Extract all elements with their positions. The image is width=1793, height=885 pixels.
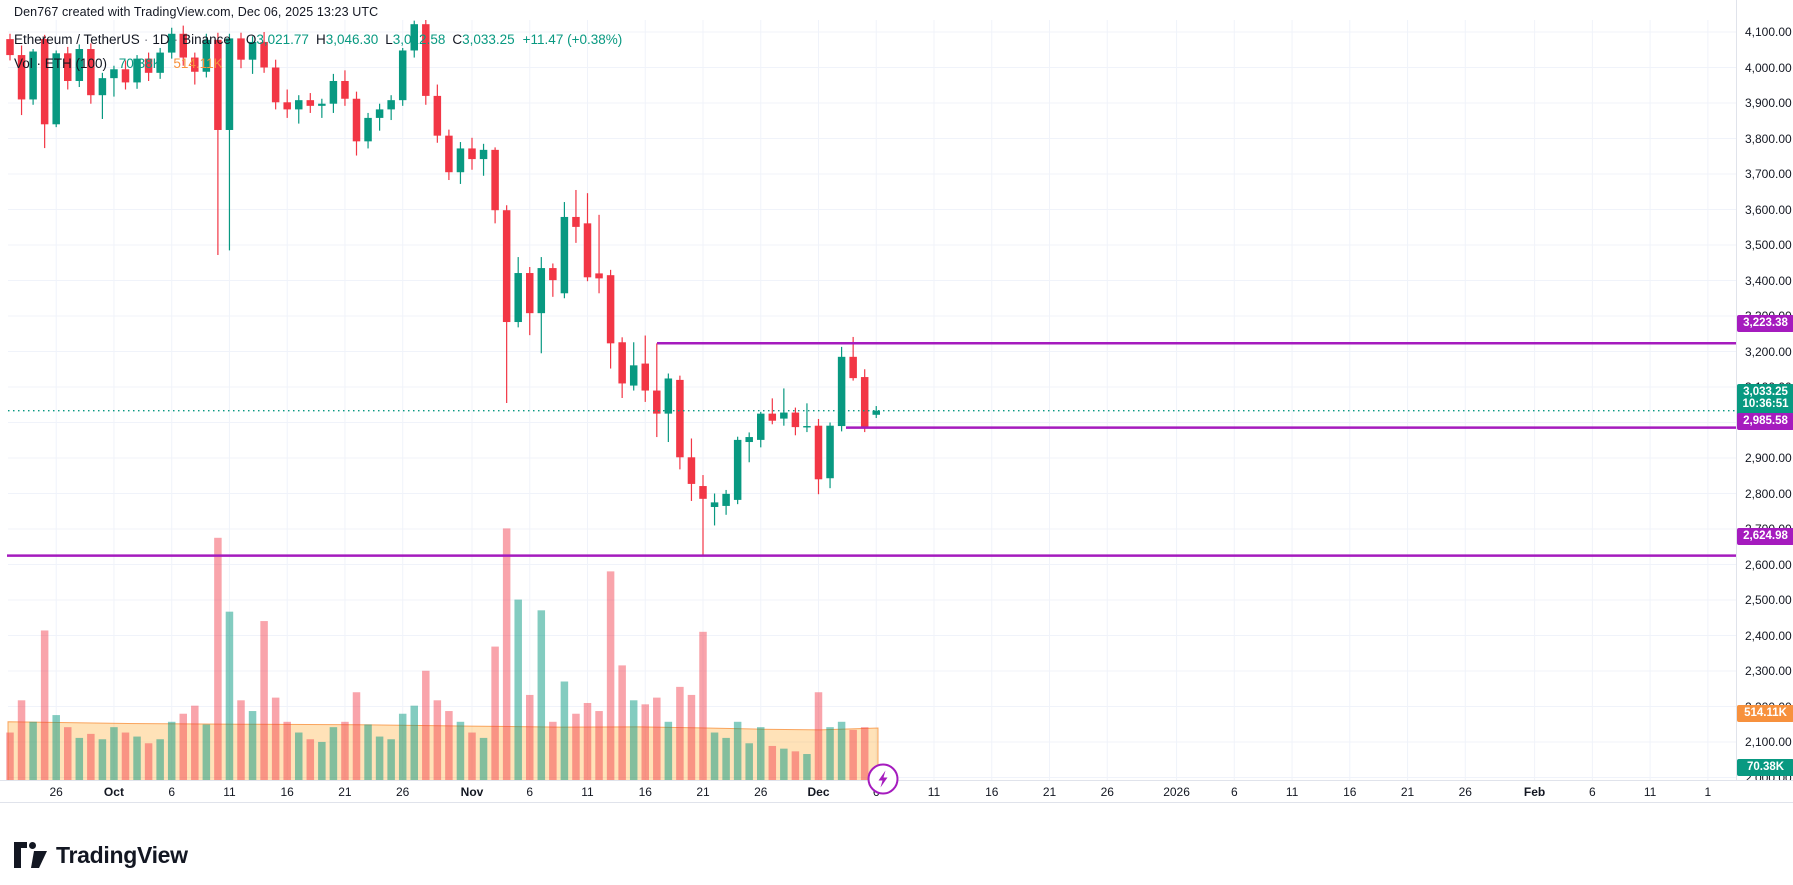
time-tick-label: Oct [103, 785, 124, 799]
high-value: 3,046.30 [325, 32, 379, 47]
change-value: +11.47 (+0.38%) [522, 32, 623, 47]
close-label: C [452, 32, 463, 47]
time-tick-label: 16 [985, 785, 999, 799]
time-tick-label: 11 [1643, 785, 1657, 799]
instant-trading-button[interactable] [866, 762, 900, 796]
time-tick-label: 2026 [1163, 785, 1190, 799]
time-tick-label: 6 [168, 785, 176, 799]
time-tick-label: 16 [280, 785, 294, 799]
exchange-label[interactable]: Binance [182, 32, 231, 47]
high-label: H [315, 32, 326, 47]
price-tick-label: 3,500.00 [1745, 238, 1792, 252]
time-tick-label: 11 [927, 785, 941, 799]
lightning-bolt-icon [878, 770, 888, 788]
low-value: 3,012.58 [392, 32, 446, 47]
time-tick-label: 26 [49, 785, 63, 799]
legend-separator: · [173, 32, 179, 47]
symbol-legend-row: Ethereum / TetherUS · 1D · Binance O3,021.77 H… [14, 28, 622, 52]
time-tick-label: 21 [1400, 785, 1415, 799]
open-label: O [245, 32, 257, 47]
close-value: 3,033.25 [462, 32, 515, 47]
tradingview-logo[interactable]: TradingView [14, 840, 188, 870]
time-tick-label: 1 [1704, 785, 1712, 799]
time-tick-label: 26 [1100, 785, 1114, 799]
time-tick-label: Dec [807, 785, 830, 799]
price-tick-label: 3,400.00 [1745, 273, 1792, 288]
time-tick-label: 16 [1343, 785, 1357, 799]
time-tick-label: Nov [460, 785, 484, 799]
watermark-text: Den767 created with TradingView.com, Dec… [14, 5, 379, 19]
price-axis-badge: 514.11K [1737, 704, 1793, 722]
price-tick-label: 3,800.00 [1745, 131, 1792, 146]
price-tick-label: 2,900.00 [1745, 451, 1792, 465]
volume-current-value: 70.38K [118, 56, 162, 71]
tradingview-logo-icon [14, 842, 47, 868]
time-tick-label: 6 [526, 785, 534, 799]
price-tick-label: 2,500.00 [1745, 593, 1792, 607]
time-tick-label: 6 [1589, 785, 1596, 799]
time-axis[interactable]: 26Oct611162126Nov611162126Dec61116212620… [0, 780, 1793, 803]
price-axis-badge: 3,223.38 [1737, 314, 1793, 332]
time-tick-label: 26 [1458, 785, 1472, 799]
interval-label[interactable]: 1D [152, 32, 170, 47]
price-axis[interactable]: 4,100.00 4,000.00 3,900.00 3,800.00 3,700.00… [1736, 0, 1793, 785]
price-tick-label: 4,100.00 [1745, 25, 1792, 39]
open-value: 3,021.77 [256, 32, 309, 47]
time-tick-label: 11 [581, 785, 594, 799]
tradingview-logo-text: TradingView [56, 841, 188, 868]
time-tick-label: Feb [1523, 785, 1546, 799]
volume-legend-row: Vol · ETH (100) 70.38K 514.11K [14, 52, 622, 76]
price-tick-label: 2,300.00 [1745, 664, 1792, 678]
price-tick-label: 2,600.00 [1745, 557, 1792, 572]
time-tick-label: 26 [754, 785, 768, 799]
price-tick-label: 4,000.00 [1745, 60, 1792, 75]
price-tick-label: 2,100.00 [1745, 735, 1792, 749]
time-tick-label: 11 [1285, 785, 1299, 799]
time-tick-label: 21 [696, 785, 710, 799]
bar-countdown: 10:36:51 [1742, 397, 1789, 410]
price-axis-badge: 3,033.25 10:36:51 [1737, 383, 1793, 416]
price-tick-label: 2,400.00 [1745, 628, 1792, 643]
price-axis-badge: 2,985.58 [1737, 413, 1793, 431]
price-tick-label: 3,700.00 [1745, 167, 1792, 181]
chart-area: Ethereum / TetherUS · 1D · Binance O3,021.77 H… [0, 20, 1793, 823]
time-tick-label: 21 [338, 785, 352, 799]
volume-indicator-label[interactable]: Vol · ETH (100) [14, 56, 108, 71]
chart-legend: Ethereum / TetherUS · 1D · Binance O3,021.77 H… [14, 28, 622, 76]
time-tick-label: 21 [1042, 785, 1057, 799]
price-tick-label: 3,900.00 [1745, 96, 1792, 110]
volume-ma-value: 514.11K [173, 56, 223, 71]
price-tick-label: 2,800.00 [1745, 486, 1792, 501]
price-tick-label: 3,200.00 [1745, 344, 1792, 359]
price-tick-label: 3,600.00 [1745, 202, 1792, 217]
low-label: L [385, 32, 393, 47]
time-tick-label: 26 [396, 785, 410, 799]
time-tick-label: 11 [223, 785, 236, 799]
price-axis-badge: 2,624.98 [1737, 528, 1793, 546]
time-tick-label: 6 [1230, 785, 1238, 799]
ohlc-values: O3,021.77 H3,046.30 L3,012.58 C3,033.25 +11.… [239, 32, 622, 47]
time-tick-label: 16 [638, 785, 652, 799]
symbol-title[interactable]: Ethereum / TetherUS [14, 32, 140, 47]
price-axis-badge: 70.38K [1737, 758, 1793, 776]
chart-canvas[interactable] [0, 20, 1793, 823]
legend-separator: · [143, 32, 149, 47]
